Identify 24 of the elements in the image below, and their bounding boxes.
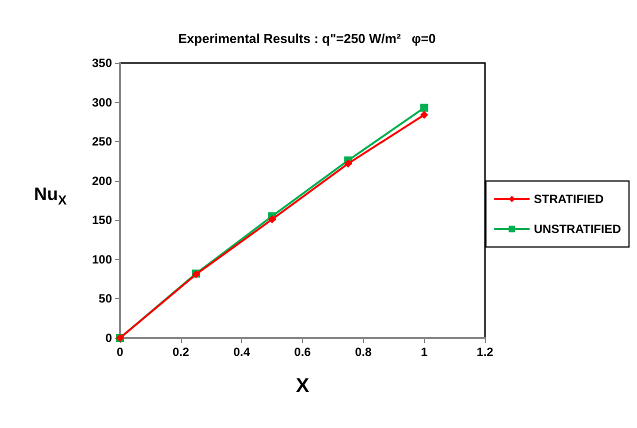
x-tick-label: 1 xyxy=(420,345,428,359)
x-axis-title: X xyxy=(296,375,310,397)
y-tick-label: 100 xyxy=(92,252,112,266)
y-tick-label: 50 xyxy=(98,292,112,306)
x-tick-label: 0.2 xyxy=(172,345,190,359)
legend-label: UNSTRATIFIED xyxy=(534,222,622,236)
point xyxy=(420,110,428,119)
x-tick-label: 0.6 xyxy=(294,345,312,359)
point xyxy=(268,215,276,224)
y-tick-label: 300 xyxy=(92,95,112,110)
x-tick-label: 0.4 xyxy=(233,345,250,359)
y-axis-title: Nu$_{X}$ xyxy=(34,184,67,208)
x-tick-label: 1.2 xyxy=(476,345,494,359)
y-tick-label: 150 xyxy=(92,213,112,228)
y-tick-label: 0 xyxy=(105,331,112,345)
y-tick-label: 250 xyxy=(92,134,112,149)
x-tick-label: 0.8 xyxy=(354,345,372,359)
x-tick-label: 0 xyxy=(116,345,124,359)
y-tick-label: 350 xyxy=(92,56,112,70)
y-tick-label: 200 xyxy=(92,174,112,188)
point xyxy=(420,104,428,112)
chart-title: Experimental Results : q"=250 W/m² φ=0 xyxy=(178,31,436,46)
legend-label: STRATIFIED xyxy=(534,192,604,206)
point xyxy=(344,160,352,168)
